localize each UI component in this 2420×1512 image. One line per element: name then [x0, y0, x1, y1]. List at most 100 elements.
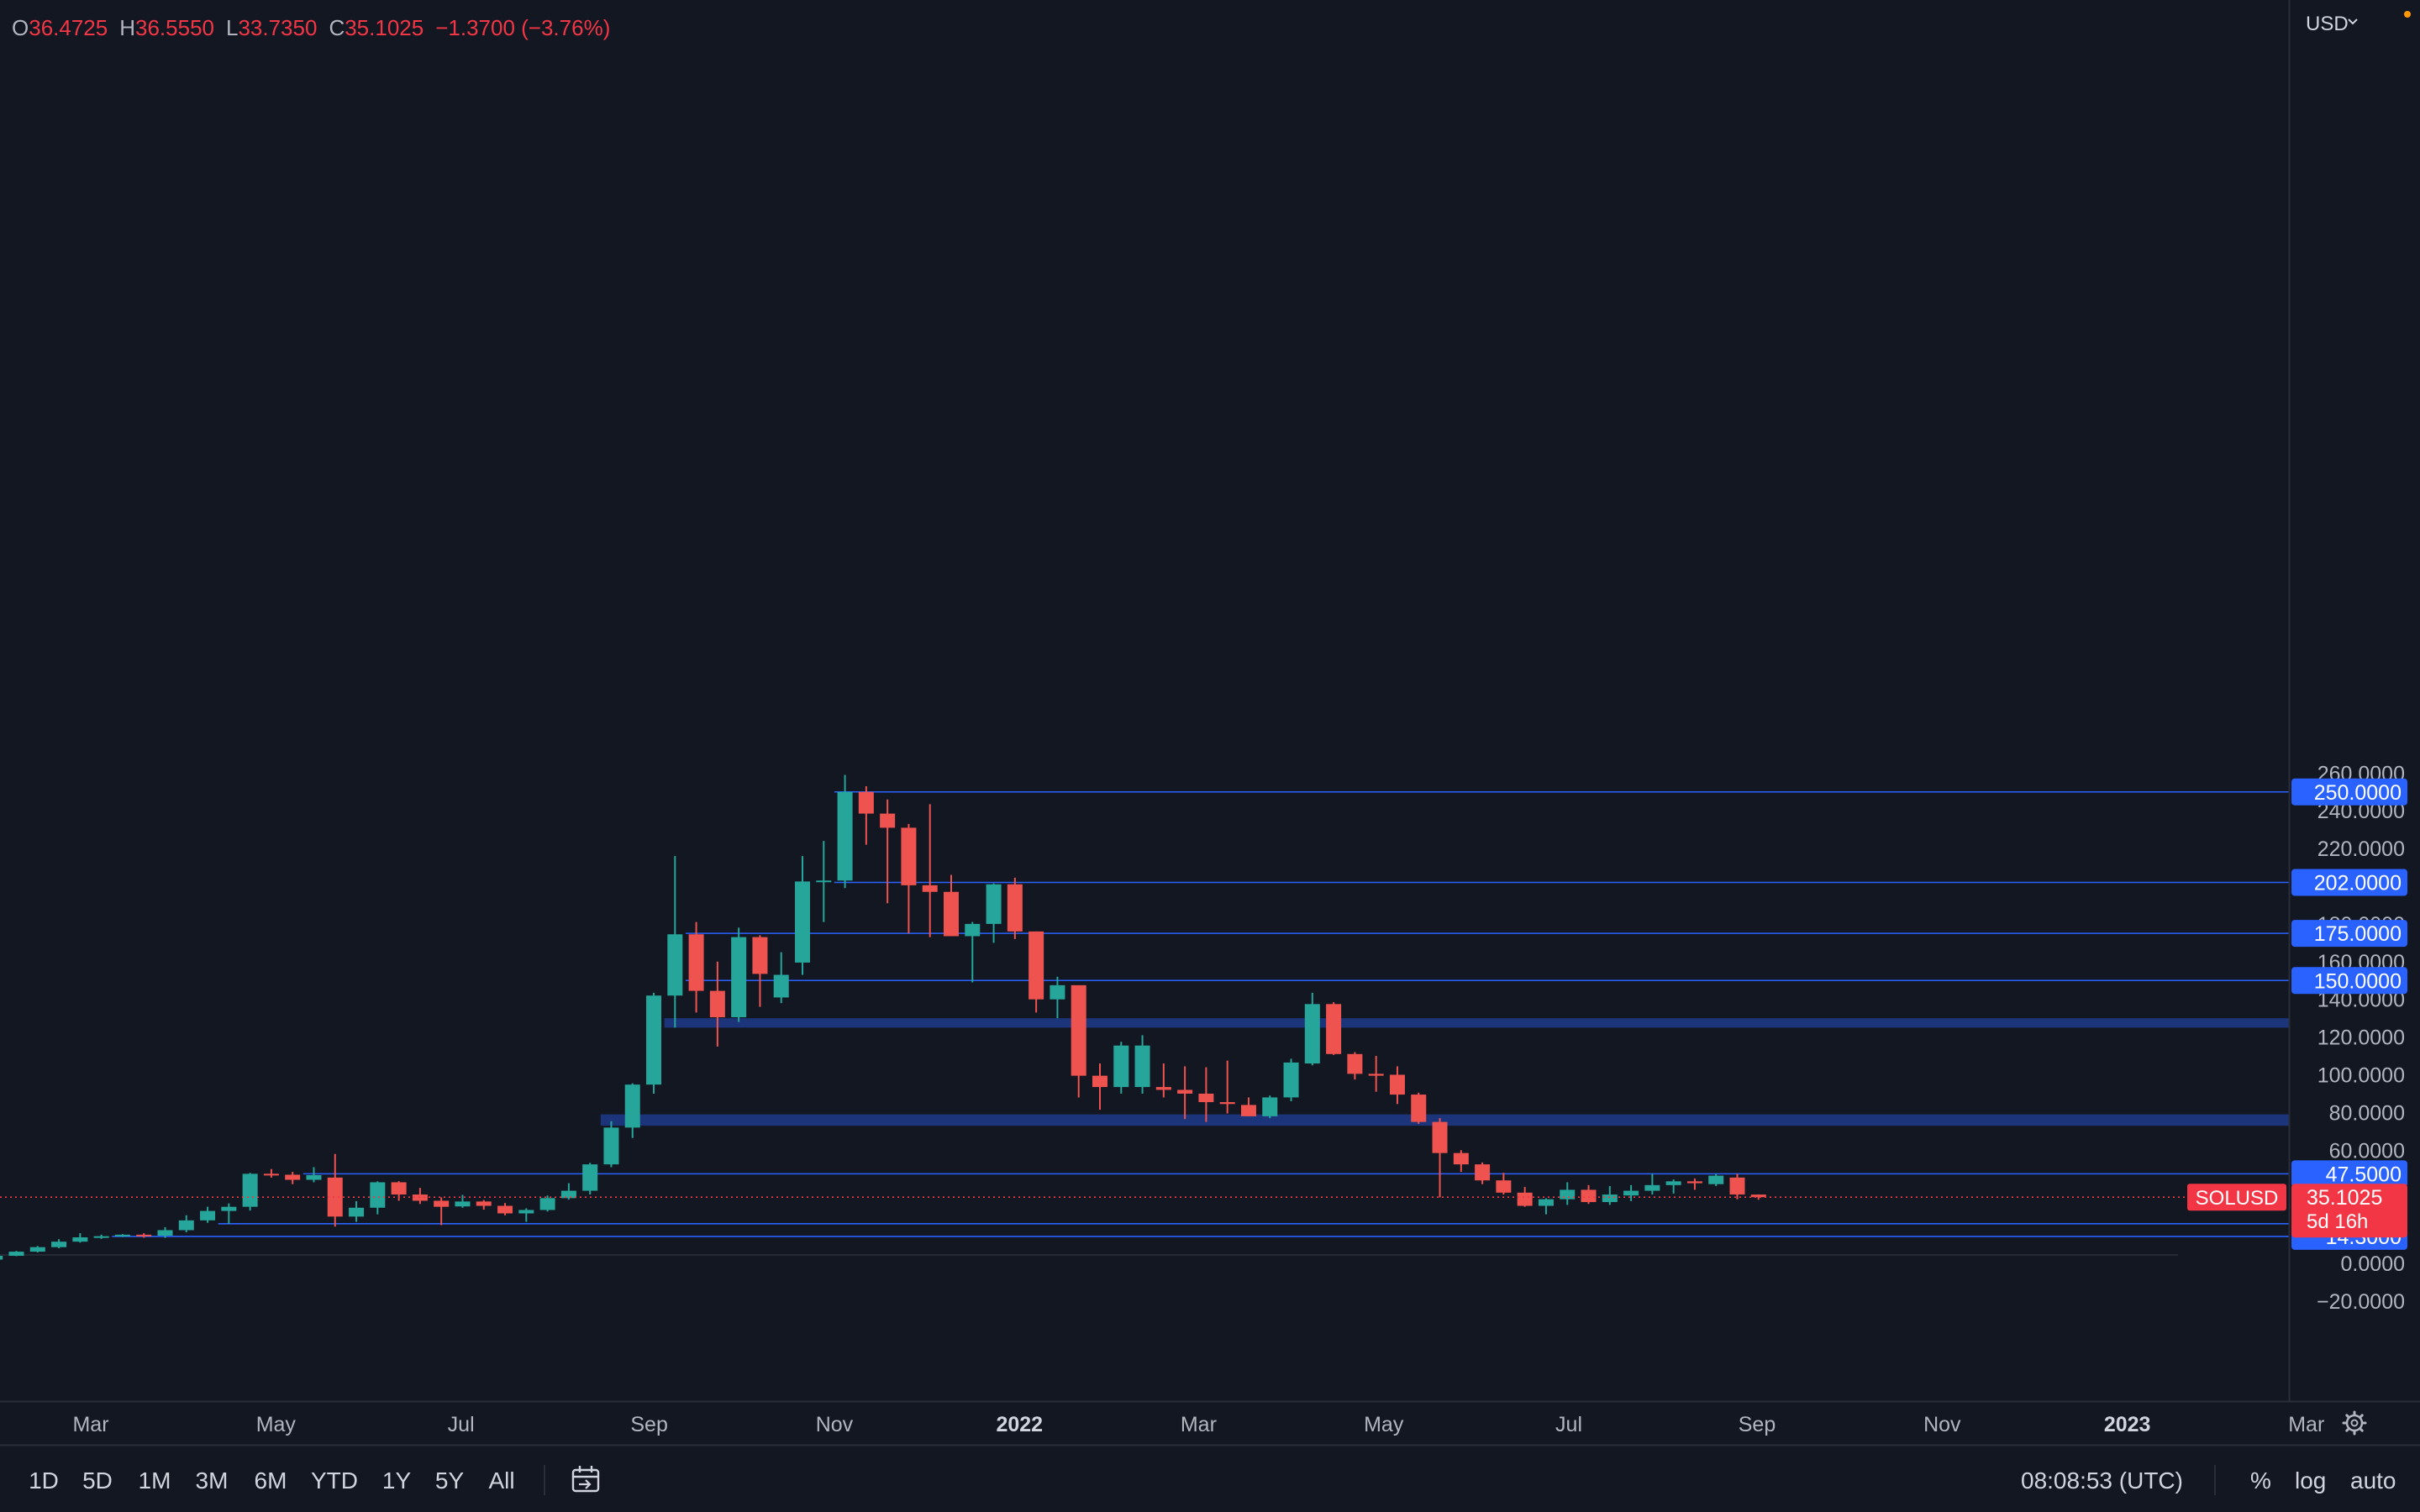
- candle[interactable]: [1347, 1052, 1363, 1080]
- candle[interactable]: [944, 874, 960, 937]
- candle[interactable]: [922, 804, 938, 937]
- candle[interactable]: [1007, 877, 1023, 939]
- candle[interactable]: [29, 1246, 45, 1252]
- candle[interactable]: [1113, 1042, 1129, 1094]
- candle[interactable]: [816, 841, 832, 922]
- candle[interactable]: [1177, 1066, 1193, 1120]
- candle[interactable]: [582, 1163, 598, 1195]
- candle[interactable]: [1581, 1184, 1597, 1205]
- candle[interactable]: [1665, 1179, 1681, 1194]
- candle[interactable]: [157, 1226, 173, 1238]
- candle[interactable]: [1389, 1066, 1405, 1105]
- candle[interactable]: [93, 1234, 109, 1239]
- percent-scale-toggle[interactable]: %: [2250, 1467, 2271, 1494]
- goto-date-icon[interactable]: [571, 1466, 600, 1493]
- log-scale-toggle[interactable]: log: [2295, 1467, 2326, 1494]
- candle[interactable]: [1644, 1173, 1660, 1195]
- candle[interactable]: [1517, 1187, 1533, 1207]
- candle[interactable]: [1028, 931, 1044, 1013]
- candle[interactable]: [560, 1183, 576, 1200]
- candle[interactable]: [731, 927, 747, 1022]
- candle[interactable]: [1432, 1118, 1448, 1198]
- candle[interactable]: [1750, 1194, 1766, 1200]
- range-button-1m[interactable]: 1M: [139, 1467, 171, 1494]
- settings-gear-icon[interactable]: [2342, 1410, 2367, 1436]
- candle[interactable]: [349, 1200, 365, 1222]
- candle[interactable]: [603, 1121, 619, 1168]
- candle[interactable]: [646, 992, 662, 1094]
- candle[interactable]: [1219, 1060, 1235, 1114]
- candle[interactable]: [1304, 992, 1320, 1066]
- candle[interactable]: [1050, 976, 1065, 1019]
- range-button-5y[interactable]: 5Y: [435, 1467, 465, 1494]
- range-button-6m[interactable]: 6M: [255, 1467, 287, 1494]
- candle[interactable]: [8, 1251, 24, 1257]
- candle[interactable]: [880, 799, 896, 904]
- candle[interactable]: [1708, 1173, 1724, 1186]
- candle[interactable]: [1496, 1173, 1512, 1195]
- range-button-1d[interactable]: 1D: [29, 1467, 59, 1494]
- candle[interactable]: [858, 786, 874, 845]
- candle[interactable]: [136, 1233, 152, 1238]
- candle[interactable]: [434, 1197, 450, 1226]
- candle[interactable]: [1092, 1063, 1107, 1110]
- candle[interactable]: [242, 1173, 258, 1211]
- currency-selector[interactable]: USD: [2306, 13, 2358, 35]
- candle[interactable]: [1729, 1173, 1745, 1200]
- candle[interactable]: [327, 1153, 343, 1227]
- range-button-5d[interactable]: 5D: [82, 1467, 113, 1494]
- candle[interactable]: [221, 1203, 237, 1224]
- candle[interactable]: [1453, 1150, 1469, 1173]
- candle[interactable]: [624, 1083, 640, 1138]
- candle[interactable]: [518, 1208, 534, 1222]
- candle[interactable]: [497, 1203, 513, 1215]
- candle[interactable]: [178, 1215, 194, 1232]
- candle[interactable]: [455, 1194, 471, 1208]
- candle[interactable]: [965, 921, 981, 983]
- candle[interactable]: [837, 774, 853, 889]
- time-axis[interactable]: Mar May Jul Sep Nov 2022 Mar May Jul Sep Nov 2023 Ma…: [72, 1413, 2324, 1436]
- candle[interactable]: [1623, 1184, 1639, 1201]
- candle[interactable]: [1262, 1095, 1278, 1119]
- candle[interactable]: [285, 1172, 301, 1184]
- candle[interactable]: [1283, 1058, 1299, 1101]
- candle[interactable]: [1368, 1056, 1384, 1092]
- range-button-3m[interactable]: 3M: [196, 1467, 229, 1494]
- range-button-ytd[interactable]: YTD: [311, 1467, 358, 1494]
- auto-scale-toggle[interactable]: auto: [2350, 1467, 2396, 1494]
- clock[interactable]: 08:08:53 (UTC): [2021, 1467, 2183, 1494]
- candle[interactable]: [476, 1200, 492, 1210]
- candle[interactable]: [688, 921, 704, 1013]
- candle[interactable]: [1411, 1092, 1427, 1124]
- candle[interactable]: [1134, 1035, 1150, 1094]
- candle[interactable]: [1475, 1162, 1491, 1184]
- candle[interactable]: [1602, 1185, 1618, 1205]
- candle[interactable]: [114, 1234, 130, 1237]
- candle[interactable]: [709, 961, 725, 1047]
- candle[interactable]: [1198, 1067, 1214, 1122]
- range-button-1y[interactable]: 1Y: [382, 1467, 412, 1494]
- candle[interactable]: [1155, 1063, 1171, 1098]
- candle[interactable]: [1240, 1097, 1256, 1116]
- range-button-all[interactable]: All: [488, 1467, 514, 1494]
- candle[interactable]: [1538, 1198, 1554, 1215]
- candle[interactable]: [1326, 1002, 1342, 1055]
- candle[interactable]: [1560, 1182, 1576, 1205]
- candle[interactable]: [1071, 984, 1086, 1098]
- candle[interactable]: [539, 1195, 555, 1212]
- candle[interactable]: [752, 935, 768, 1007]
- candle[interactable]: [667, 856, 683, 1028]
- candle[interactable]: [986, 883, 1002, 943]
- candle[interactable]: [72, 1233, 88, 1243]
- candle[interactable]: [773, 952, 789, 1004]
- candle[interactable]: [370, 1181, 386, 1215]
- candle[interactable]: [901, 823, 917, 934]
- candle[interactable]: [263, 1168, 279, 1178]
- candle[interactable]: [306, 1167, 322, 1183]
- candle[interactable]: [795, 856, 811, 975]
- candle[interactable]: [0, 1255, 3, 1260]
- candle[interactable]: [1686, 1178, 1702, 1190]
- candle[interactable]: [200, 1206, 216, 1223]
- candle[interactable]: [51, 1239, 67, 1249]
